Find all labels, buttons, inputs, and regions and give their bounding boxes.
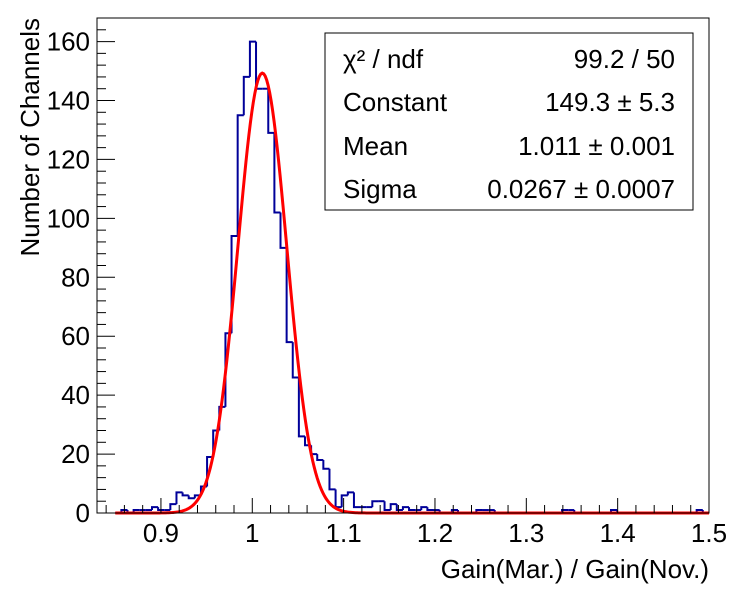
stats-label: Constant bbox=[343, 87, 448, 117]
y-axis-title: Number of Channels bbox=[15, 18, 45, 256]
histogram-bin bbox=[426, 507, 434, 512]
x-tick-label: 1.1 bbox=[326, 518, 362, 548]
histogram-bin bbox=[187, 495, 195, 500]
histogram-bin bbox=[291, 342, 299, 379]
histogram-bin bbox=[157, 507, 165, 512]
histogram-bin bbox=[297, 377, 305, 438]
stats-value: 1.011 ± 0.001 bbox=[518, 131, 675, 161]
histogram-bin bbox=[395, 504, 403, 512]
histogram-bin bbox=[340, 494, 348, 508]
histogram-bin bbox=[408, 507, 416, 512]
histogram-bin bbox=[169, 503, 177, 511]
stats-value: 149.3 ± 5.3 bbox=[545, 87, 675, 117]
histogram-bin bbox=[181, 492, 189, 497]
histogram-bin bbox=[420, 506, 428, 511]
histogram-bin bbox=[248, 40, 257, 77]
stats-box-frame bbox=[324, 32, 694, 211]
histogram-bin bbox=[242, 75, 250, 116]
stats-value: 0.0267 ± 0.0007 bbox=[487, 174, 675, 204]
y-tick-label: 0 bbox=[76, 498, 90, 528]
axes: 0.9 1 1.1 1.2 1.3 1.4 1.5 0 20 40 60 80 100 120 140 160 bbox=[47, 17, 727, 548]
histogram-bin bbox=[389, 503, 397, 511]
x-tick-label: 1 bbox=[245, 518, 259, 548]
y-tick-label: 20 bbox=[61, 439, 90, 469]
histogram-bin bbox=[346, 491, 354, 496]
stats-label: Mean bbox=[343, 131, 408, 161]
x-tick-label: 1.5 bbox=[691, 518, 727, 548]
histogram-bin bbox=[273, 132, 281, 214]
y-tick-label: 40 bbox=[61, 380, 90, 410]
x-tick-label: 1.4 bbox=[600, 518, 636, 548]
histogram-bin bbox=[322, 459, 330, 470]
y-tick-label: 140 bbox=[47, 86, 90, 116]
histogram-bin bbox=[383, 501, 391, 512]
histogram-bin bbox=[279, 212, 287, 249]
histogram-bin bbox=[175, 491, 183, 505]
y-tick-label: 60 bbox=[61, 321, 90, 351]
y-tick-label: 80 bbox=[61, 262, 90, 292]
stats-value: 99.2 / 50 bbox=[574, 44, 675, 74]
y-tick-label: 120 bbox=[47, 144, 90, 174]
histogram-bin bbox=[328, 468, 336, 491]
histogram-bin bbox=[352, 492, 361, 509]
x-tick-label: 1.3 bbox=[508, 518, 544, 548]
stats-label: Sigma bbox=[343, 174, 417, 204]
stats-box: χ² / ndf 99.2 / 50 Constant 149.3 ± 5.3 Mean… bbox=[324, 32, 694, 211]
histogram-bin bbox=[371, 500, 379, 508]
histogram-bin bbox=[316, 454, 324, 461]
histogram-bin bbox=[401, 506, 410, 511]
histogram-bin bbox=[236, 114, 244, 237]
y-tick-label: 100 bbox=[47, 203, 90, 233]
x-tick-label: 1.2 bbox=[417, 518, 453, 548]
x-axis-title: Gain(Mar.) / Gain(Nov.) bbox=[441, 554, 709, 584]
histogram-bin bbox=[150, 506, 159, 511]
histogram-bin bbox=[285, 247, 293, 344]
x-tick-label: 0.9 bbox=[143, 518, 179, 548]
y-tick-label: 160 bbox=[47, 27, 90, 57]
histogram-bin bbox=[267, 88, 275, 134]
stats-label: χ² / ndf bbox=[343, 44, 424, 74]
